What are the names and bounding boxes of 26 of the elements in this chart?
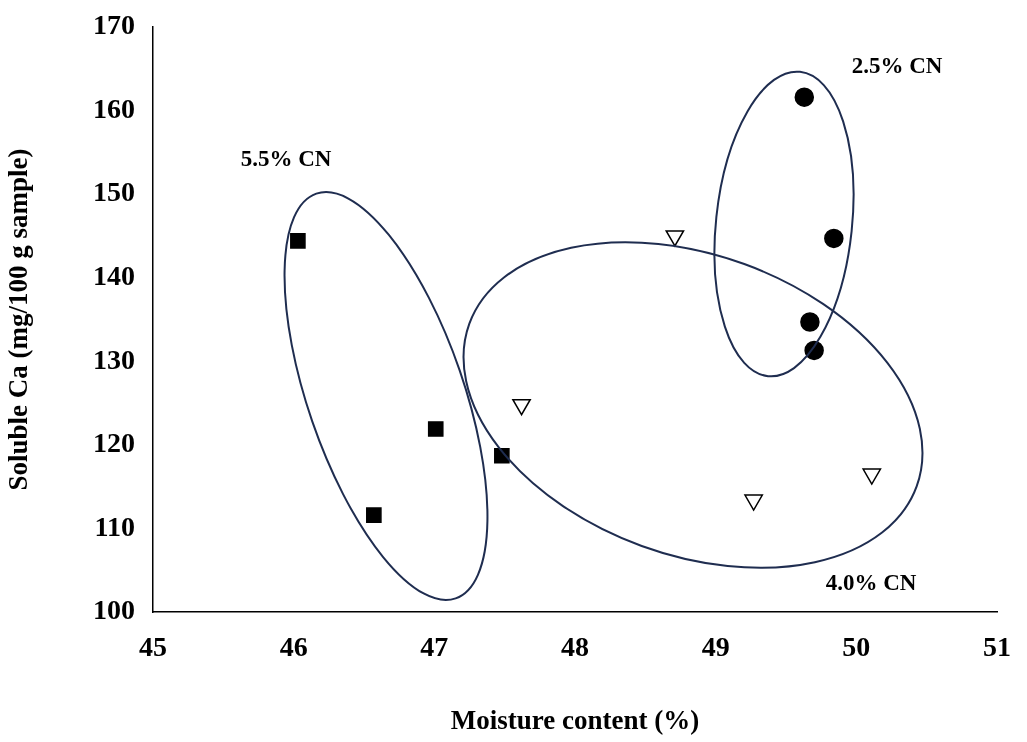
x-tick-label: 51 [983,631,1011,663]
x-tick-label: 46 [279,631,308,663]
x-axis-title: Moisture content (%) [450,704,700,735]
annotation: 5.5% CN [240,145,332,171]
y-tick-label: 170 [93,9,135,41]
y-tick-label: 140 [93,259,135,291]
y-tick-label: 100 [93,594,135,626]
point [794,87,815,107]
annotation: 4.0% CN [825,569,917,595]
point [824,228,844,249]
y-tick-label: 150 [93,176,135,208]
point [800,312,820,332]
x-tick-label: 47 [420,631,449,663]
y-tick-label: 160 [93,92,135,124]
x-tick-label: 50 [842,631,871,663]
annotation: 2.5% CN [851,52,943,78]
y-tick-label: 110 [94,510,135,542]
x-tick-label: 49 [701,631,730,663]
x-tick-label: 48 [561,631,589,663]
y-tick-label: 120 [93,427,135,459]
y-tick-label: 130 [93,343,135,375]
point [290,233,306,249]
x-tick-label: 45 [139,631,167,663]
y-axis-title: Soluble Ca (mg/100 g sample) [3,148,34,491]
point [366,507,382,523]
point [427,421,444,437]
